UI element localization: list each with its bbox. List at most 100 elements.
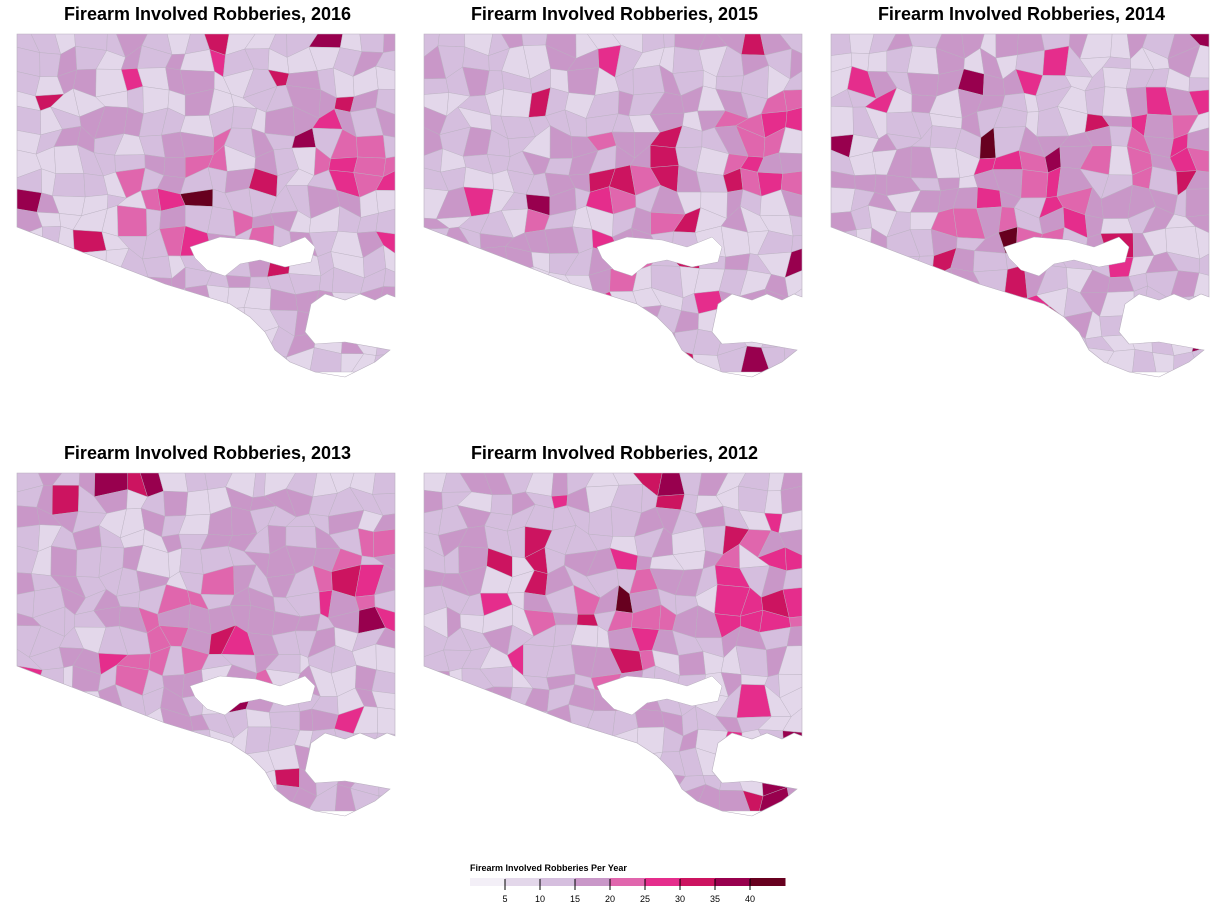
census-tract xyxy=(61,789,85,812)
census-tract xyxy=(352,753,379,776)
census-tract xyxy=(548,310,570,330)
census-tract xyxy=(31,768,62,790)
census-tract xyxy=(375,49,395,73)
census-tract xyxy=(359,34,385,53)
census-tract xyxy=(651,787,680,812)
census-tract xyxy=(780,754,802,777)
census-tract xyxy=(1185,188,1209,218)
census-tract xyxy=(374,606,395,635)
census-tract xyxy=(619,755,637,774)
census-tract xyxy=(761,751,785,774)
census-tract xyxy=(482,748,513,768)
census-tract xyxy=(786,625,802,647)
census-tract xyxy=(973,351,1005,373)
census-tract xyxy=(17,247,43,271)
census-tract xyxy=(424,78,450,95)
census-tract xyxy=(424,687,451,715)
census-tract xyxy=(511,309,524,339)
census-tract xyxy=(56,763,85,796)
census-tract xyxy=(375,308,395,338)
census-tract xyxy=(164,748,192,774)
census-tract xyxy=(436,330,473,355)
census-tract xyxy=(123,713,147,738)
census-tract xyxy=(371,669,395,695)
census-tract xyxy=(17,284,44,310)
census-tract xyxy=(791,234,802,253)
census-tract xyxy=(295,289,320,315)
census-tract xyxy=(205,350,227,373)
map-panel-2012: Firearm Involved Robberies, 2012 xyxy=(422,443,807,828)
tract-layer xyxy=(831,34,1209,373)
census-tract xyxy=(424,750,450,770)
census-tract xyxy=(139,784,172,812)
census-tract xyxy=(764,490,783,515)
census-tract xyxy=(1020,169,1049,199)
census-tract xyxy=(445,687,463,715)
census-tract xyxy=(778,645,802,675)
legend-tick-label: 25 xyxy=(640,894,650,904)
census-tract xyxy=(866,295,888,314)
census-tract xyxy=(28,345,57,373)
census-tract xyxy=(78,788,105,812)
census-tract xyxy=(663,34,676,48)
census-tract xyxy=(74,328,105,358)
census-tract xyxy=(842,295,868,314)
census-tract xyxy=(552,612,578,626)
census-tract xyxy=(844,348,879,373)
census-tract xyxy=(831,229,858,258)
census-tract xyxy=(183,753,213,775)
census-tract xyxy=(886,295,920,309)
census-tract xyxy=(739,313,770,335)
census-tract xyxy=(372,492,395,516)
census-tract xyxy=(784,268,802,299)
census-tract xyxy=(57,226,75,254)
census-tract xyxy=(831,349,846,373)
census-tract xyxy=(17,325,40,358)
map-panel-2013: Firearm Involved Robberies, 2013 xyxy=(15,443,400,828)
census-tract xyxy=(908,328,941,348)
census-tract xyxy=(17,105,42,136)
census-tract xyxy=(1143,307,1172,328)
census-tract xyxy=(285,526,317,549)
census-tract xyxy=(1150,325,1175,356)
census-tract xyxy=(28,328,57,358)
census-tract xyxy=(185,329,212,352)
census-tract xyxy=(57,708,87,731)
choropleth-map xyxy=(830,33,1210,378)
census-tract xyxy=(483,345,512,373)
census-tract xyxy=(374,588,395,615)
census-tract xyxy=(568,790,600,812)
census-tract xyxy=(504,290,531,315)
census-tract xyxy=(146,349,167,373)
census-tract xyxy=(371,352,395,373)
census-tract xyxy=(209,754,226,775)
census-tract xyxy=(780,484,802,515)
census-tract xyxy=(831,284,844,317)
census-tract xyxy=(780,170,802,197)
census-tract xyxy=(565,763,600,794)
census-tract xyxy=(373,512,395,533)
census-tract xyxy=(486,789,513,812)
harbor-water xyxy=(596,236,723,277)
census-tract xyxy=(635,555,653,571)
city-outline xyxy=(830,33,1210,378)
census-tract xyxy=(99,269,121,288)
census-tract xyxy=(1193,295,1209,316)
census-tract xyxy=(693,290,724,314)
census-tract xyxy=(782,586,802,618)
census-tract xyxy=(37,265,65,294)
census-tract xyxy=(500,88,533,118)
census-tract xyxy=(221,794,256,812)
census-tract xyxy=(210,306,235,339)
census-tract xyxy=(373,553,395,574)
census-tract xyxy=(17,505,41,529)
census-tract xyxy=(200,789,231,812)
census-tract xyxy=(207,206,236,237)
harbor-water xyxy=(189,236,316,277)
census-tract xyxy=(1018,305,1050,337)
city-outline xyxy=(423,33,803,378)
census-tract xyxy=(1143,113,1174,140)
census-tract xyxy=(424,785,440,812)
census-tract xyxy=(17,785,39,812)
census-tract xyxy=(507,709,523,729)
